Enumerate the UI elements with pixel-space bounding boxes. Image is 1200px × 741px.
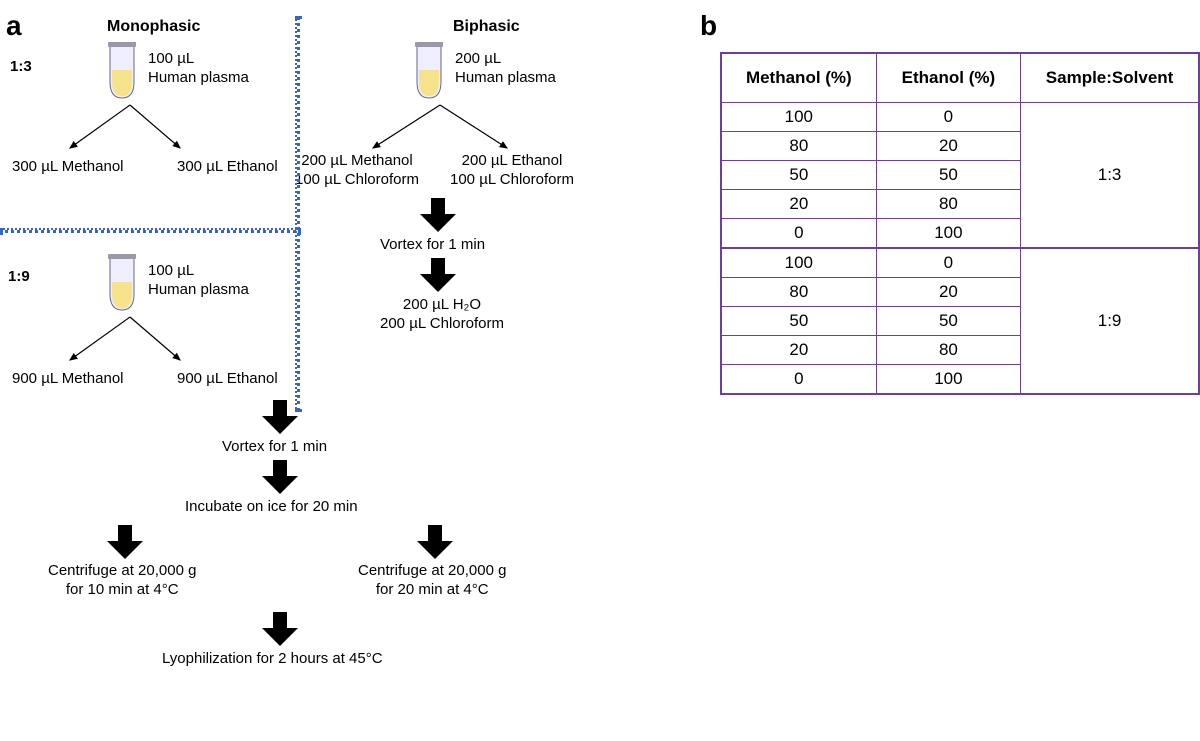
table-cell: 20: [721, 336, 876, 365]
tube-icon: [415, 42, 443, 102]
table-cell: 100: [876, 219, 1020, 249]
table-cell: 20: [721, 190, 876, 219]
ratio-13-label: 1:3: [10, 58, 32, 75]
plasma-100-label-a: 100 µL Human plasma: [148, 50, 249, 88]
table-cell: 80: [721, 278, 876, 307]
col-methanol: Methanol (%): [721, 53, 876, 103]
table-cell: 100: [721, 248, 876, 278]
table-cell: 0: [876, 248, 1020, 278]
meth300-label: 300 µL Methanol: [12, 158, 124, 177]
meth900-label: 900 µL Methanol: [12, 370, 124, 389]
plasma-100-label-b: 100 µL Human plasma: [148, 262, 249, 300]
down-arrow-icon: [260, 400, 300, 434]
lyophilization-label: Lyophilization for 2 hours at 45°C: [162, 650, 383, 669]
table-cell: 50: [876, 161, 1020, 190]
incubate-label: Incubate on ice for 20 min: [185, 498, 358, 517]
biphasic-header: Biphasic: [453, 18, 520, 36]
centrifuge-a-label: Centrifuge at 20,000 g for 10 min at 4°C: [48, 562, 196, 600]
down-arrow-icon: [418, 258, 458, 292]
down-arrow-icon: [105, 525, 145, 559]
vortex-merged-label: Vortex for 1 min: [222, 438, 327, 457]
table-cell: 0: [721, 219, 876, 249]
table-cell: 20: [876, 278, 1020, 307]
monophasic-header: Monophasic: [107, 18, 200, 36]
table-cell: 80: [721, 132, 876, 161]
table-cell: 20: [876, 132, 1020, 161]
eth300-label: 300 µL Ethanol: [177, 158, 278, 177]
eth900-label: 900 µL Ethanol: [177, 370, 278, 389]
solvent-table: Methanol (%) Ethanol (%) Sample:Solvent …: [720, 52, 1200, 395]
down-arrow-icon: [415, 525, 455, 559]
split-arrow: [55, 100, 185, 160]
table-cell: 50: [721, 307, 876, 336]
plasma-200-label: 200 µL Human plasma: [455, 50, 556, 88]
table-cell: 0: [721, 365, 876, 395]
dotted-divider-vertical: [295, 16, 300, 412]
table-cell: 100: [721, 103, 876, 132]
table-cell: 100: [876, 365, 1020, 395]
col-ethanol: Ethanol (%): [876, 53, 1020, 103]
split-arrow: [355, 100, 525, 160]
table-cell: 0: [876, 103, 1020, 132]
vortex-biphasic-label: Vortex for 1 min: [380, 236, 485, 255]
centrifuge-b-label: Centrifuge at 20,000 g for 20 min at 4°C: [358, 562, 506, 600]
down-arrow-icon: [260, 460, 300, 494]
bi-meth-label: 200 µL Methanol 100 µL Chloroform: [295, 152, 419, 190]
bi-eth-label: 200 µL Ethanol 100 µL Chloroform: [450, 152, 574, 190]
h2o-chloroform-label: 200 µL H₂O 200 µL Chloroform: [380, 296, 504, 334]
table-cell-ratio: 1:9: [1021, 248, 1199, 394]
down-arrow-icon: [260, 612, 300, 646]
tube-icon: [108, 42, 136, 102]
down-arrow-icon: [418, 198, 458, 232]
split-arrow: [55, 312, 185, 372]
panel-b-label: b: [700, 10, 717, 42]
table-cell-ratio: 1:3: [1021, 103, 1199, 249]
table-cell: 50: [876, 307, 1020, 336]
panel-a-label: a: [6, 10, 22, 42]
table-cell: 80: [876, 336, 1020, 365]
dotted-divider-horizontal: [0, 228, 301, 233]
table-cell: 80: [876, 190, 1020, 219]
col-sample-solvent: Sample:Solvent: [1021, 53, 1199, 103]
ratio-19-label: 1:9: [8, 268, 30, 285]
tube-icon: [108, 254, 136, 314]
table-cell: 50: [721, 161, 876, 190]
